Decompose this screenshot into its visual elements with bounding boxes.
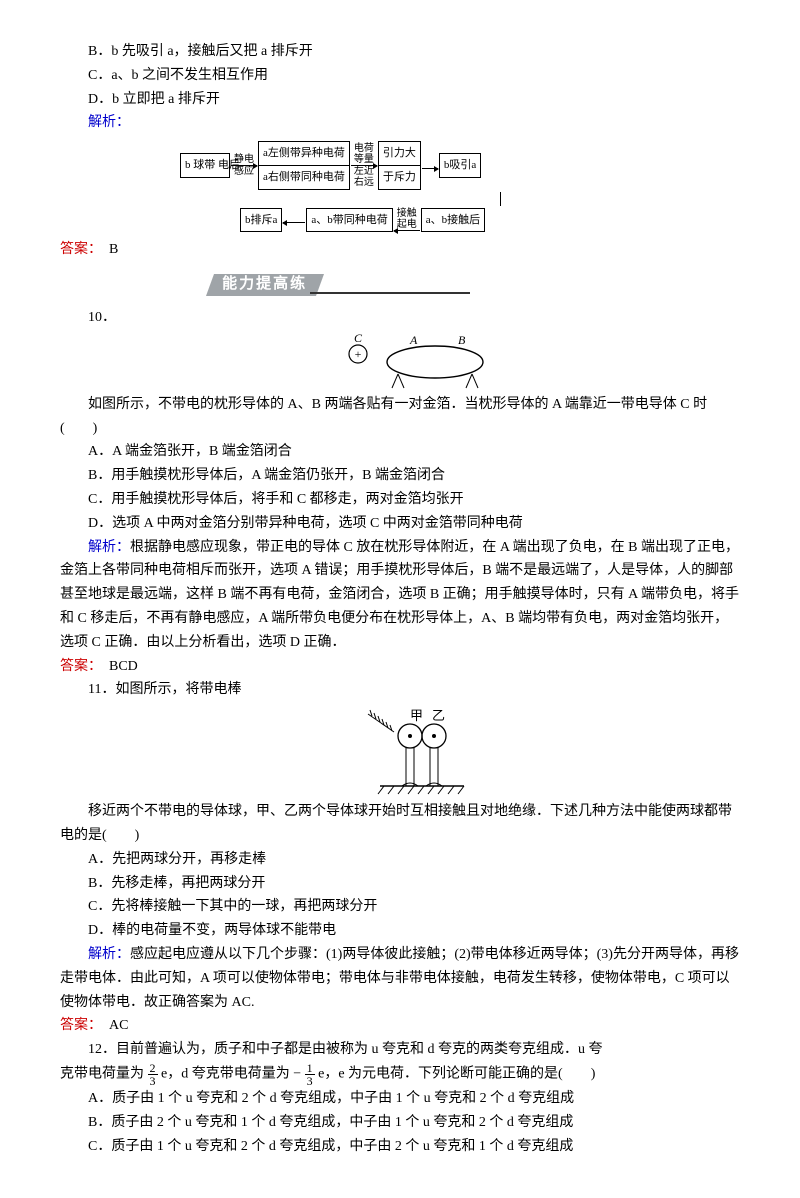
q9-jiexi-label: 解析：	[60, 111, 740, 135]
q12-option-a: A．质子由 1 个 u 夸克和 2 个 d 夸克组成，中子由 1 个 u 夸克和…	[60, 1087, 740, 1111]
q12-option-c: C．质子由 1 个 u 夸克和 2 个 d 夸克组成，中子由 2 个 u 夸克和…	[60, 1135, 740, 1159]
q10-number: 10．	[60, 306, 740, 330]
q9-option-d: D．b 立即把 a 排斥开	[60, 88, 740, 112]
flow-box: 引力大	[378, 141, 421, 166]
q9-option-b: B．b 先吸引 a，接触后又把 a 排斥开	[60, 40, 740, 64]
a-label: A	[409, 334, 418, 347]
q10-option-d: D．选项 A 中两对金箔分别带异种电荷，选项 C 中两对金箔带同种电荷	[60, 512, 740, 536]
jia-label: 甲	[410, 708, 423, 723]
c-label: C	[354, 334, 363, 345]
q9-flow-diagram: b 球带 电后 静电 感应 a左侧带异种电荷 a右侧带同种电荷 电荷 等量 左近…	[180, 141, 640, 232]
q10-stem: 如图所示，不带电的枕形导体的 A、B 两端各贴有一对金箔．当枕形导体的 A 端靠…	[60, 393, 740, 441]
q12-option-b: B．质子由 2 个 u 夸克和 1 个 d 夸克组成，中子由 1 个 u 夸克和…	[60, 1111, 740, 1135]
b-label: B	[458, 334, 466, 347]
q10-answer: 答案： BCD	[60, 655, 740, 679]
flow-box: a右侧带同种电荷	[258, 166, 350, 190]
q9-option-c: C．a、b 之间不发生相互作用	[60, 64, 740, 88]
q10-option-a: A．A 端金箔张开，B 端金箔闭合	[60, 440, 740, 464]
q11-option-b: B．先移走棒，再把两球分开	[60, 872, 740, 896]
q10-jiexi: 解析：根据静电感应现象，带正电的导体 C 放在枕形导体附近，在 A 端出现了负电…	[60, 536, 740, 655]
q11-option-c: C．先将棒接触一下其中的一球，再把两球分开	[60, 895, 740, 919]
q11-stem: 移近两个不带电的导体球，甲、乙两个导体球开始时互相接触且对地绝缘．下述几种方法中…	[60, 800, 740, 848]
flow-box: a、b接触后	[421, 208, 485, 233]
flow-box: b 球带 电后	[180, 153, 230, 178]
q11-number: 11．如图所示，将带电棒	[60, 678, 740, 702]
flow-box: a、b带同种电荷	[306, 208, 392, 233]
section-banner: 能力提高练	[210, 270, 470, 298]
plus-label: +	[355, 347, 362, 361]
q11-jiexi: 解析：感应起电应遵从以下几个步骤：(1)两导体彼此接触；(2)带电体移近两导体；…	[60, 943, 740, 1014]
flow-box: b排斥a	[240, 208, 282, 233]
q10-option-c: C．用手触摸枕形导体后，将手和 C 都移走，两对金箔均张开	[60, 488, 740, 512]
q9-answer: 答案： B	[60, 238, 740, 262]
q11-option-a: A．先把两球分开，再移走棒	[60, 848, 740, 872]
q10-option-b: B．用手触摸枕形导体后，A 端金箔仍张开，B 端金箔闭合	[60, 464, 740, 488]
flow-box: a左侧带异种电荷	[258, 141, 350, 166]
q11-option-d: D．棒的电荷量不变，两导体球不能带电	[60, 919, 740, 943]
flow-box: b吸引a	[439, 153, 481, 178]
q12-stem-a: 12．目前普遍认为，质子和中子都是由被称为 u 夸克和 d 夸克的两类夸克组成．…	[60, 1038, 740, 1062]
flow-box: 于斥力	[378, 166, 421, 190]
q11-diagram: 甲 乙	[360, 706, 480, 796]
q12-stem-b: 克带电荷量为 23 e，d 夸克带电荷量为 − 13 e，e 为元电荷．下列论断…	[60, 1062, 740, 1087]
q10-diagram: + C A B	[340, 334, 500, 389]
yi-label: 乙	[432, 708, 445, 723]
q11-answer: 答案： AC	[60, 1014, 740, 1038]
